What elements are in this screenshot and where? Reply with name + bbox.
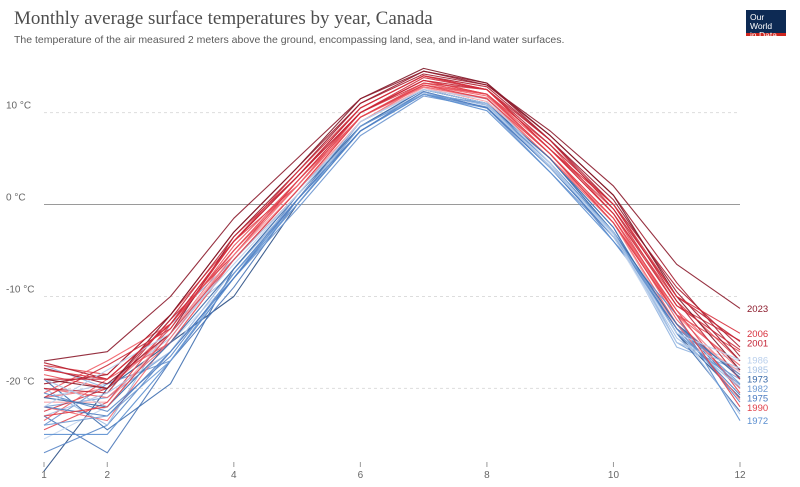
series-label-1972: 1972 (747, 416, 768, 427)
y-tick-label: -10 °C (6, 284, 34, 295)
x-tick-label: 2 (104, 470, 110, 481)
series-line (43, 70, 741, 385)
series-line (43, 67, 741, 389)
y-tick-label: 0 °C (6, 193, 26, 204)
series-label-2006: 2006 (747, 329, 768, 340)
series-line-1986 (43, 89, 741, 408)
x-tick-label: 6 (358, 470, 364, 481)
chart-subtitle: The temperature of the air measured 2 me… (14, 34, 565, 46)
y-tick-label: 10 °C (6, 101, 31, 112)
series-line (43, 73, 741, 385)
series-label-2023: 2023 (747, 304, 768, 315)
series-line (43, 79, 741, 376)
series-line-1990 (43, 84, 741, 417)
series-line (43, 79, 741, 389)
series-line (43, 93, 741, 472)
series-line (43, 75, 741, 380)
series-label-2001: 2001 (747, 338, 768, 349)
x-tick-label: 10 (608, 470, 620, 481)
owid-logo[interactable]: Our World in Data (746, 10, 786, 40)
series-line-1973 (43, 89, 741, 408)
x-tick-label: 12 (734, 470, 746, 481)
series-label-1982: 1982 (747, 384, 768, 395)
y-tick-label: -20 °C (6, 376, 34, 387)
series-label-1973: 1973 (747, 374, 768, 385)
series-label-1990: 1990 (747, 403, 768, 414)
series-line-2006 (43, 75, 741, 380)
series-line-2023 (43, 70, 741, 362)
series-label-1985: 1985 (747, 365, 768, 376)
chart-title: Monthly average surface temperatures by … (14, 8, 433, 29)
x-tick-label: 8 (484, 470, 490, 481)
series-label-1986: 1986 (747, 355, 768, 366)
series-line (43, 75, 741, 394)
x-tick-label: 4 (231, 470, 237, 481)
series-line (43, 86, 741, 422)
logo-line-1: Our World (750, 12, 773, 31)
series-line-1982 (43, 93, 741, 426)
x-tick-label: 1 (41, 470, 47, 481)
logo-line-2: in Data (750, 30, 777, 40)
series-line (43, 77, 741, 399)
series-line (43, 82, 741, 431)
series-label-1975: 1975 (747, 393, 768, 404)
